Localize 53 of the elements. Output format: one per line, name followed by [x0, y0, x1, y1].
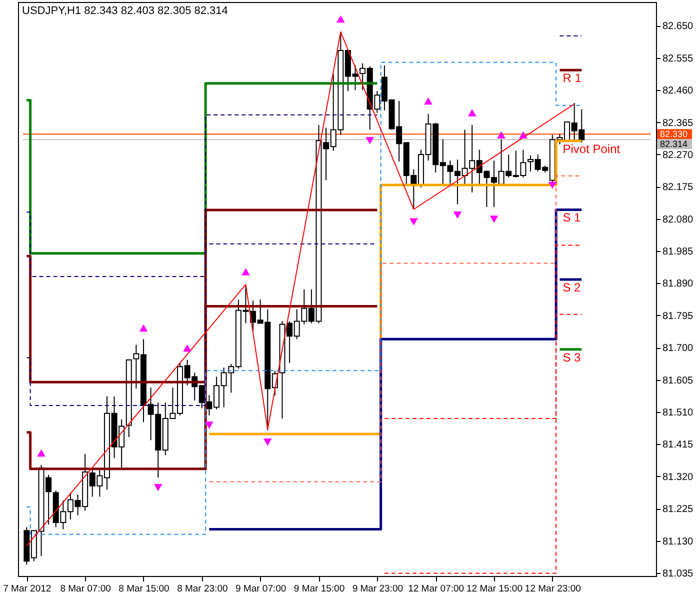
series-label: S 1: [562, 210, 582, 225]
ref-line-label: 82.330: [660, 129, 688, 140]
point: [183, 344, 192, 352]
point: [205, 422, 214, 429]
point: [497, 131, 506, 138]
y-tick-label: 81.985: [662, 246, 694, 258]
point: [424, 97, 432, 105]
y-tick-label: 82.175: [662, 182, 694, 194]
x-tick-label: 12 Mar 15:00: [466, 584, 522, 594]
y-tick-label: 82.460: [662, 86, 694, 97]
point: [139, 324, 148, 332]
x-tick-label: 8 Mar 15:00: [118, 584, 170, 594]
x-tick-label: 7 Mar 2012: [3, 584, 52, 594]
y-tick-label: 82.555: [662, 53, 694, 64]
ref-line-label: 82.314: [660, 139, 688, 150]
x-tick-label: 9 Mar 23:00: [352, 584, 404, 594]
point: [548, 182, 557, 189]
series-label: R 1: [562, 71, 582, 86]
y-tick-label: 81.035: [662, 568, 694, 580]
y-tick-label: 82.365: [662, 118, 694, 129]
point: [490, 216, 498, 223]
chart-title: USDJPY,H1 82.343 82.403 82.305 82.314: [22, 5, 228, 17]
y-tick-label: 81.605: [662, 375, 694, 386]
series-label: Pivot Point: [562, 142, 621, 156]
y-tick-label: 81.130: [662, 536, 694, 548]
point: [468, 109, 476, 116]
y-tick-label: 81.415: [662, 440, 694, 451]
x-tick-label: 8 Mar 23:00: [177, 584, 228, 594]
x-tick-label: 9 Mar 07:00: [235, 584, 286, 594]
y-tick-label: 82.270: [662, 150, 694, 161]
series-label: S 2: [562, 280, 582, 295]
y-tick-label: 81.510: [662, 408, 694, 418]
x-tick-label: 12 Mar 23:00: [524, 584, 581, 594]
point: [336, 15, 345, 23]
y-tick-label: 81.320: [662, 472, 694, 483]
point: [263, 438, 272, 446]
point: [242, 268, 250, 276]
y-tick-label: 81.225: [662, 504, 694, 516]
y-tick-label: 81.700: [662, 343, 694, 354]
point: [37, 449, 46, 457]
point: [409, 218, 418, 226]
y-tick-label: 81.795: [662, 310, 694, 322]
point: [519, 131, 528, 138]
point: [366, 136, 374, 144]
y-tick-label: 82.650: [662, 21, 694, 32]
point: [154, 484, 162, 492]
x-tick-label: 12 Mar 07:00: [408, 584, 464, 594]
series-label: S 3: [562, 350, 582, 364]
y-tick-label: 82.080: [662, 214, 694, 226]
y-tick-label: 81.890: [662, 278, 694, 290]
point: [453, 212, 462, 219]
x-tick-label: 9 Mar 15:00: [294, 584, 345, 594]
x-tick-label: 8 Mar 07:00: [60, 584, 111, 594]
